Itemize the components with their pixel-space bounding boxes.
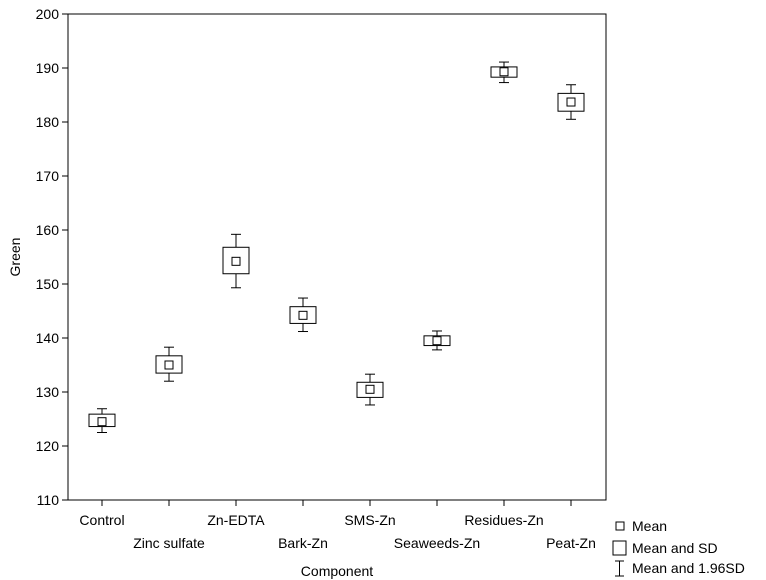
y-tick-label: 160 <box>36 222 60 238</box>
y-tick-label: 140 <box>36 330 60 346</box>
x-tick-label: Zinc sulfate <box>133 535 205 551</box>
y-tick-label: 200 <box>36 6 60 22</box>
mean-marker <box>499 67 509 77</box>
box-group-control <box>88 408 116 433</box>
mean-marker <box>164 360 174 370</box>
box-group-zinc-sulfate <box>155 346 183 382</box>
box-group-sms-zn <box>356 373 384 406</box>
y-axis: 110 120 130 140 150 160 170 180 190 200 <box>36 6 68 508</box>
legend-whisker-label: Mean and 1.96SD <box>632 560 745 576</box>
legend-mean-symbol <box>615 521 625 531</box>
y-tick-label: 120 <box>36 438 60 454</box>
y-tick-label: 130 <box>36 384 60 400</box>
x-tick-label: Control <box>79 512 124 528</box>
y-tick-label: 170 <box>36 168 60 184</box>
y-tick-label: 190 <box>36 60 60 76</box>
legend-sd-label: Mean and SD <box>632 540 718 556</box>
mean-marker <box>231 256 241 266</box>
mean-marker <box>365 384 375 394</box>
y-tick-label: 150 <box>36 276 60 292</box>
box-group-zn-edta <box>222 233 250 289</box>
y-tick-label: 110 <box>37 492 60 508</box>
x-axis-label: Component <box>301 563 373 579</box>
x-tick-label: Seaweeds-Zn <box>394 535 480 551</box>
mean-marker <box>566 97 576 107</box>
data-marks <box>88 61 585 433</box>
box-group-residues-zn <box>490 61 518 84</box>
box-group-peat-zn <box>557 84 585 120</box>
x-tick-label: Peat-Zn <box>546 535 596 551</box>
x-tick-label: Bark-Zn <box>278 535 328 551</box>
mean-marker <box>432 336 442 346</box>
legend-whisker-symbol <box>615 560 624 577</box>
legend: Mean Mean and SD Mean and 1.96SD <box>612 518 745 577</box>
plot-area-frame <box>67 13 607 501</box>
box-group-bark-zn <box>289 297 317 333</box>
mean-marker <box>97 417 107 427</box>
box-group-seaweeds-zn <box>423 330 451 351</box>
mean-marker <box>298 310 308 320</box>
x-tick-label: Residues-Zn <box>464 512 543 528</box>
y-axis-label: Green <box>7 238 23 277</box>
legend-sd-symbol <box>612 540 627 556</box>
x-tick-label: Zn-EDTA <box>207 512 265 528</box>
y-tick-label: 180 <box>36 114 60 130</box>
x-tick-label: SMS-Zn <box>344 512 395 528</box>
legend-mean-label: Mean <box>632 518 667 534</box>
